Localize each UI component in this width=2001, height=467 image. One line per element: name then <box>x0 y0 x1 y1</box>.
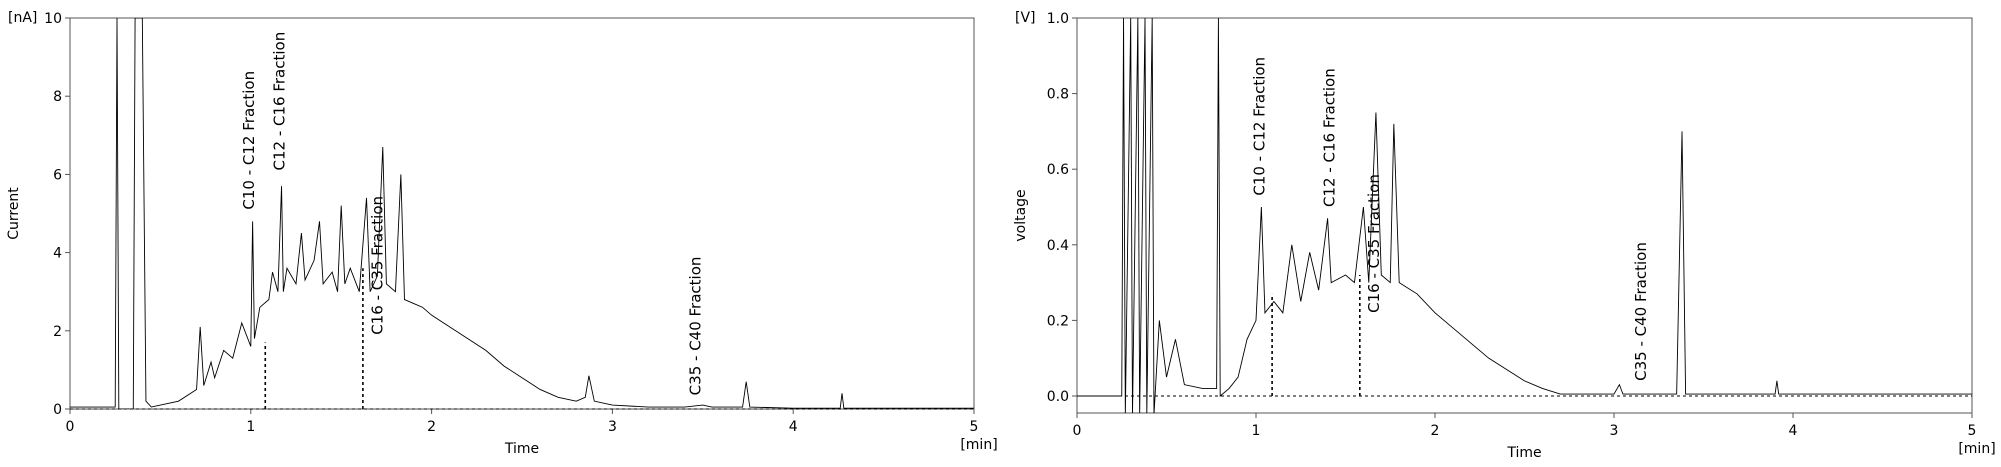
y-tick-label: 2 <box>53 324 62 340</box>
x-tick-label: 3 <box>1610 423 1619 439</box>
y-tick-label: 0.6 <box>1047 162 1069 178</box>
panel: 0 2 4 6 8 10 0 1 2 3 4 5 Time [min] [nA] Current C10 - C… <box>6 10 998 457</box>
y-tick-label: 4 <box>53 246 62 262</box>
fraction-label: C12 - C16 Fraction <box>1320 68 1338 207</box>
fraction-label: C10 - C12 Fraction <box>1251 57 1269 196</box>
x-tick-label: 0 <box>1073 423 1082 439</box>
y-unit: [V] <box>1015 10 1036 26</box>
y-tick-label: 0.8 <box>1047 87 1069 103</box>
signal-trace <box>70 18 974 409</box>
plot-area <box>1077 18 1972 413</box>
x-tick-label: 4 <box>789 419 798 435</box>
plot-area <box>70 18 974 409</box>
y-tick-label: 1.0 <box>1047 11 1069 27</box>
fraction-label: C16 - C35 Fraction <box>1365 174 1383 313</box>
x-unit: [min] <box>960 437 997 453</box>
panel: 0.0 0.2 0.4 0.6 0.8 1.0 0 1 2 3 4 5 Time [min] [V] volt… <box>1013 10 1996 461</box>
signal-trace <box>1077 18 1972 413</box>
x-tick-label: 2 <box>427 419 436 435</box>
plot-frame <box>1076 17 1973 414</box>
x-tick-label: 2 <box>1431 423 1440 439</box>
x-tick-label: 5 <box>970 419 979 435</box>
fraction-label: C10 - C12 Fraction <box>240 71 258 210</box>
plot-frame <box>69 17 975 410</box>
x-tick-label: 1 <box>1252 423 1261 439</box>
x-tick-label: 1 <box>246 419 255 435</box>
x-unit: [min] <box>1958 441 1995 457</box>
y-tick-label: 0 <box>53 402 62 418</box>
y-tick-label: 0.2 <box>1047 313 1069 329</box>
y-axis-label: Current <box>6 187 22 240</box>
x-axis-label: Time <box>1506 445 1541 461</box>
x-tick-label: 0 <box>66 419 75 435</box>
y-tick-label: 0.4 <box>1047 238 1069 254</box>
x-axis-label: Time <box>504 441 539 457</box>
y-tick-label: 8 <box>53 89 62 105</box>
y-axis-label: voltage <box>1013 189 1029 241</box>
fraction-label: C16 - C35 Fraction <box>368 196 386 335</box>
x-tick-label: 3 <box>608 419 617 435</box>
y-tick-label: 0.0 <box>1047 389 1069 405</box>
fraction-label: C35 - C40 Fraction <box>687 257 705 396</box>
y-tick-label: 10 <box>44 11 62 27</box>
fraction-label: C35 - C40 Fraction <box>1632 242 1650 381</box>
y-unit: [nA] <box>8 10 37 26</box>
y-tick-label: 6 <box>53 167 62 183</box>
x-tick-label: 5 <box>1968 423 1977 439</box>
x-tick-label: 4 <box>1789 423 1798 439</box>
fraction-label: C12 - C16 Fraction <box>271 32 289 171</box>
